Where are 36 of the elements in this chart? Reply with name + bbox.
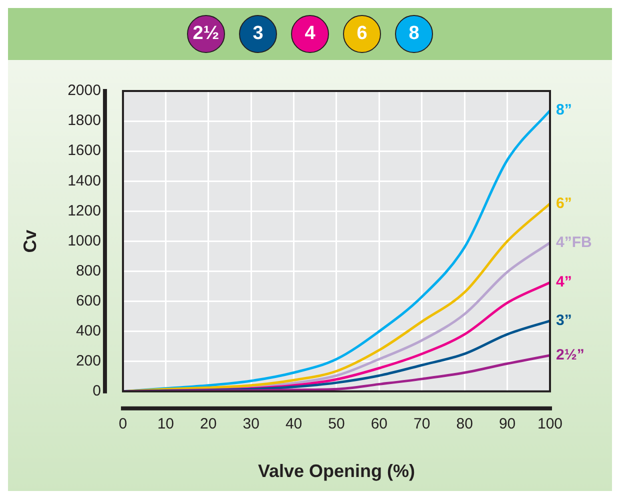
series-label: 4” — [556, 274, 572, 291]
y-tick-label: 1800 — [68, 112, 101, 130]
series-label: 4”FB — [556, 234, 592, 251]
y-tick-label: 1600 — [68, 142, 101, 160]
y-tick-label: 200 — [76, 352, 101, 370]
x-axis-title: Valve Opening (%) — [258, 461, 416, 482]
text: 6 — [343, 15, 381, 53]
x-tick-label: 10 — [157, 416, 174, 433]
series-label: 3” — [556, 312, 572, 329]
x-tick-label: 40 — [285, 416, 302, 433]
text: 8 — [395, 15, 433, 53]
y-tick-label: 1400 — [68, 172, 101, 190]
line-series — [122, 354, 550, 392]
series-label: 6” — [556, 194, 572, 212]
text: 2½ — [187, 15, 225, 53]
series-label: 2½” — [556, 346, 584, 364]
y-axis-title: Cv — [20, 230, 40, 253]
y-tick-label: 600 — [76, 292, 101, 310]
x-tick-label: 90 — [498, 416, 516, 433]
y-tick-label: 1200 — [68, 202, 101, 220]
x-tick-label: 50 — [328, 416, 345, 433]
x-tick-label: 30 — [242, 416, 260, 433]
y-tick-label: 400 — [76, 322, 101, 340]
text: 3 — [239, 15, 277, 53]
y-tick-label: 0 — [92, 382, 101, 400]
x-tick-label: 70 — [414, 416, 430, 433]
y-tick-label: 800 — [76, 262, 101, 280]
text: 4 — [291, 15, 329, 53]
x-tick-label: 20 — [200, 416, 217, 433]
y-tick-label: 2000 — [68, 82, 101, 100]
series-label: 8” — [556, 102, 572, 119]
y-tick-label: 1000 — [68, 232, 101, 250]
x-tick-label: 80 — [456, 416, 473, 433]
x-tick-label: 100 — [537, 416, 563, 433]
x-tick-label: 0 — [118, 416, 128, 433]
x-tick-label: 60 — [370, 416, 388, 433]
